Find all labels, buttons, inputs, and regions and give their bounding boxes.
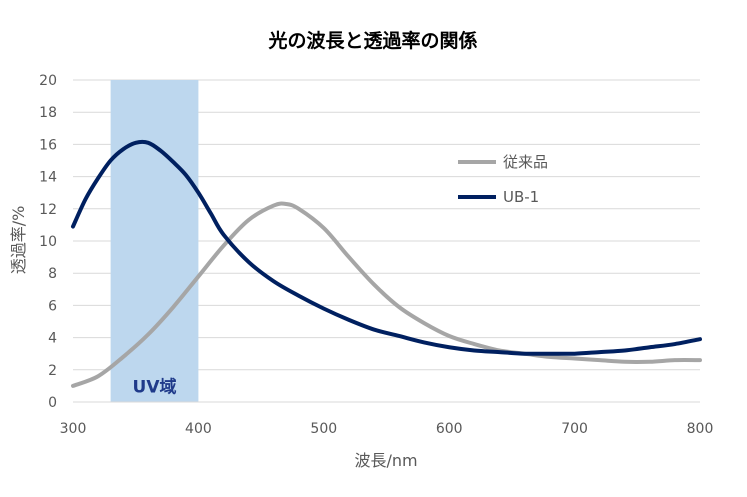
y-tick-label: 6 — [48, 298, 57, 314]
x-tick-label: 800 — [687, 421, 714, 437]
chart-title: 光の波長と透過率の関係 — [267, 29, 477, 52]
legend-label-series-1: UB-1 — [503, 188, 539, 206]
y-tick-label: 20 — [39, 73, 57, 89]
y-tick-label: 18 — [39, 105, 57, 121]
y-tick-label: 12 — [39, 202, 57, 218]
y-tick-label: 16 — [39, 137, 57, 153]
x-tick-label: 400 — [185, 421, 212, 437]
legend-label-series-0: 従来品 — [503, 153, 548, 171]
y-tick-label: 4 — [48, 331, 57, 347]
uv-region-band — [110, 80, 199, 402]
y-axis-label: 透過率/% — [9, 206, 28, 275]
series-line-0 — [71, 201, 702, 388]
series-lines — [71, 139, 702, 388]
uv-region-label: UV域 — [133, 376, 177, 397]
y-axis-ticks: 0 2 4 6 8 10 12 14 16 18 20 — [39, 73, 57, 411]
y-tick-label: 0 — [48, 395, 57, 411]
y-tick-label: 8 — [48, 266, 57, 282]
x-tick-label: 500 — [310, 421, 337, 437]
y-tick-label: 14 — [39, 170, 57, 186]
y-tick-label: 2 — [48, 363, 57, 379]
x-tick-label: 300 — [60, 421, 87, 437]
x-tick-label: 600 — [436, 421, 463, 437]
y-tick-label: 10 — [39, 234, 57, 250]
series-line-1 — [71, 139, 702, 356]
x-tick-label: 700 — [561, 421, 588, 437]
x-axis-ticks: 300 400 500 600 700 800 — [60, 421, 714, 437]
legend: 従来品 UB-1 — [458, 153, 548, 206]
x-axis-label: 波長/nm — [354, 451, 417, 470]
